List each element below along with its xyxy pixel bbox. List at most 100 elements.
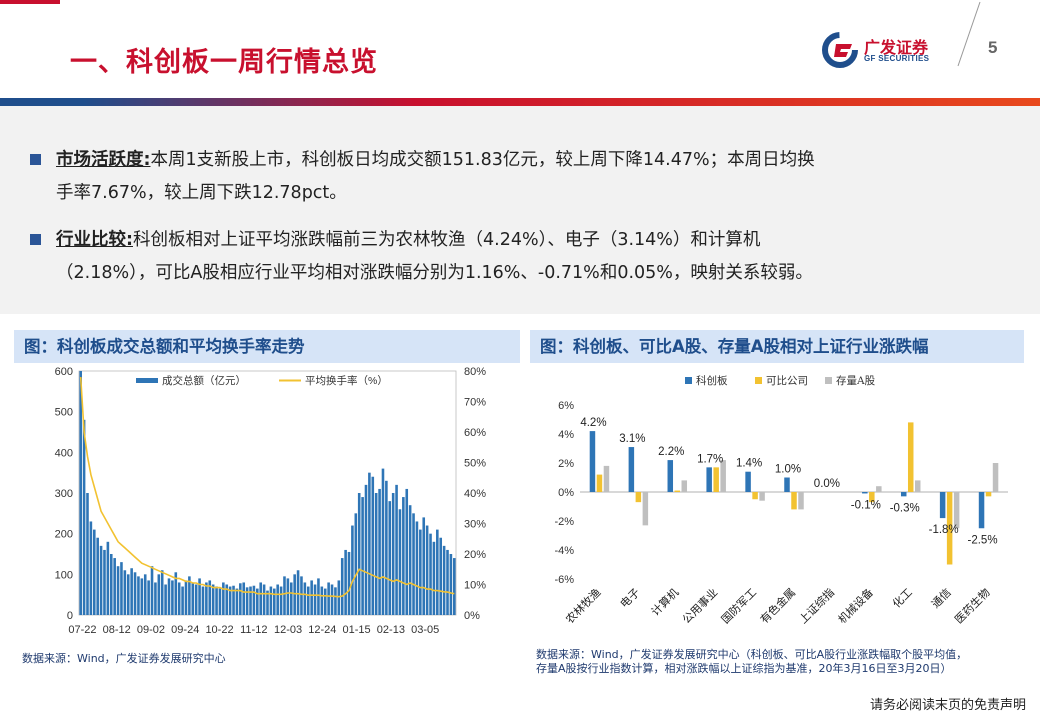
bar-kcb (706, 467, 712, 492)
bar-turnover (245, 587, 249, 615)
bar-turnover (371, 476, 375, 615)
bar-turnover (256, 588, 259, 615)
page-title: 一、科创板一周行情总览 (70, 47, 378, 78)
bar-turnover (208, 580, 212, 615)
bar-turnover (442, 545, 446, 615)
bar-turnover (133, 572, 137, 615)
bar-turnover (266, 590, 269, 615)
bar-kcb (862, 492, 868, 494)
bar-turnover (140, 578, 144, 615)
bar-turnover (405, 488, 409, 615)
category-label: 有色金属 (757, 585, 798, 626)
source-line: 存量A股按行业指数计算，相对涨跌幅以上证综指为基准，20年3月16日至3月20日… (536, 662, 952, 675)
y-left-tick-label: 0 (67, 610, 73, 622)
bar-turnover (429, 533, 432, 615)
bar-turnover (313, 584, 317, 615)
bar-turnover (303, 582, 307, 615)
brand-name: 广发证券 (864, 38, 929, 57)
data-label: 1.0% (775, 464, 801, 476)
x-tick-label: 10-22 (205, 624, 233, 636)
bar-turnover (171, 580, 174, 615)
bullet-square-icon (30, 154, 41, 165)
bar-turnover (225, 584, 229, 615)
bar-turnover (385, 480, 388, 615)
bar-turnover (120, 562, 123, 615)
y-left-tick-label: 300 (55, 488, 73, 500)
bar-turnover (374, 493, 378, 615)
category-label: 计算机 (648, 585, 681, 618)
bar-turnover (249, 586, 252, 615)
left-chart-heading: 图：科创板成交总额和平均换手率走势 (14, 330, 520, 363)
bar-turnover (154, 582, 157, 615)
x-tick-label: 02-13 (377, 624, 405, 636)
page-number: 5 (988, 38, 998, 57)
bar-turnover (368, 472, 371, 615)
category-label: 医药生物 (952, 585, 993, 626)
bar-turnover (289, 582, 293, 615)
y-right-tick-label: 0% (464, 610, 480, 622)
legend-label-rate: 平均换手率（%） (305, 374, 388, 387)
bullet-industry-compare: 行业比较:科创板相对上证平均涨跌幅前三为农林牧渔（4.24%）、电子（3.14%… (30, 224, 1004, 290)
data-label: -0.1% (851, 499, 881, 511)
bar-turnover (218, 588, 222, 615)
bar-turnover (391, 493, 395, 615)
bar-comparable (674, 490, 681, 492)
bar-turnover (194, 584, 198, 615)
bullet-keyword: 行业比较: (56, 230, 133, 250)
bar-turnover (232, 585, 235, 615)
bullet-text: 科创板相对上证平均涨跌幅前三为农林牧渔（4.24%）、电子（3.14%）和计算机 (133, 230, 761, 250)
x-tick-label: 03-05 (411, 624, 439, 636)
bar-turnover (402, 497, 405, 615)
footer-disclaimer: 请务必阅读末页的免责声明 (869, 698, 1026, 713)
bar-turnover (191, 582, 195, 615)
bar-turnover (143, 574, 147, 615)
bar-turnover (340, 558, 344, 615)
brand-logo: 广发证券 GF SECURITIES (822, 30, 952, 70)
bar-comparable (946, 492, 953, 565)
y-right-tick-label: 70% (464, 397, 486, 409)
bar-turnover (412, 513, 415, 615)
bar-stock-a (720, 460, 726, 492)
bar-turnover (96, 537, 99, 615)
data-label: -2.5% (968, 534, 998, 546)
bar-turnover (310, 580, 313, 615)
bar-kcb (900, 492, 907, 497)
bar-turnover (293, 574, 296, 615)
y-right-tick-label: 30% (464, 519, 486, 531)
bar-turnover (273, 588, 276, 615)
bar-turnover (347, 551, 351, 615)
bar-turnover (395, 484, 398, 615)
bar-comparable (635, 492, 642, 503)
bar-turnover (446, 549, 449, 615)
y-tick-label: -6% (554, 574, 574, 586)
bar-turnover (351, 525, 354, 615)
bullet-text: 本周1支新股上市，科创板日均成交额151.83亿元，较上周下降14.47%；本周… (150, 150, 815, 170)
bar-stock-a (642, 492, 649, 526)
bar-turnover (188, 576, 191, 615)
bar-turnover (262, 584, 266, 615)
bar-turnover (279, 586, 283, 615)
bullet-text-cont: 手率7.67%，较上周下跌12.78pct。 (56, 183, 347, 203)
bar-stock-a (876, 486, 882, 492)
bar-turnover (164, 584, 167, 615)
bullet-square-icon (30, 234, 41, 245)
bar-turnover (242, 582, 246, 615)
bar-turnover (381, 468, 385, 615)
bar-turnover (126, 574, 130, 615)
line-turnover-rate (79, 377, 455, 598)
y-tick-label: -4% (554, 545, 574, 557)
bar-turnover (337, 580, 341, 615)
bar-kcb (939, 492, 946, 519)
bar-comparable (907, 422, 914, 492)
bullet-text-cont: （2.18%），可比A股相应行业平均相对涨跌幅分别为1.16%、-0.71%和0… (56, 263, 813, 283)
category-label: 电子 (618, 586, 643, 611)
x-tick-label: 08-12 (103, 624, 131, 636)
legend-swatch (685, 377, 692, 384)
y-right-tick-label: 50% (464, 458, 486, 470)
bar-turnover (432, 541, 436, 615)
bar-comparable (985, 492, 992, 497)
bar-turnover (408, 505, 412, 615)
summary-box: 市场活跃度:本周1支新股上市，科创板日均成交额151.83亿元，较上周下降14.… (0, 106, 1040, 314)
bar-turnover (211, 584, 215, 615)
legend-swatch-turnover (136, 378, 158, 383)
